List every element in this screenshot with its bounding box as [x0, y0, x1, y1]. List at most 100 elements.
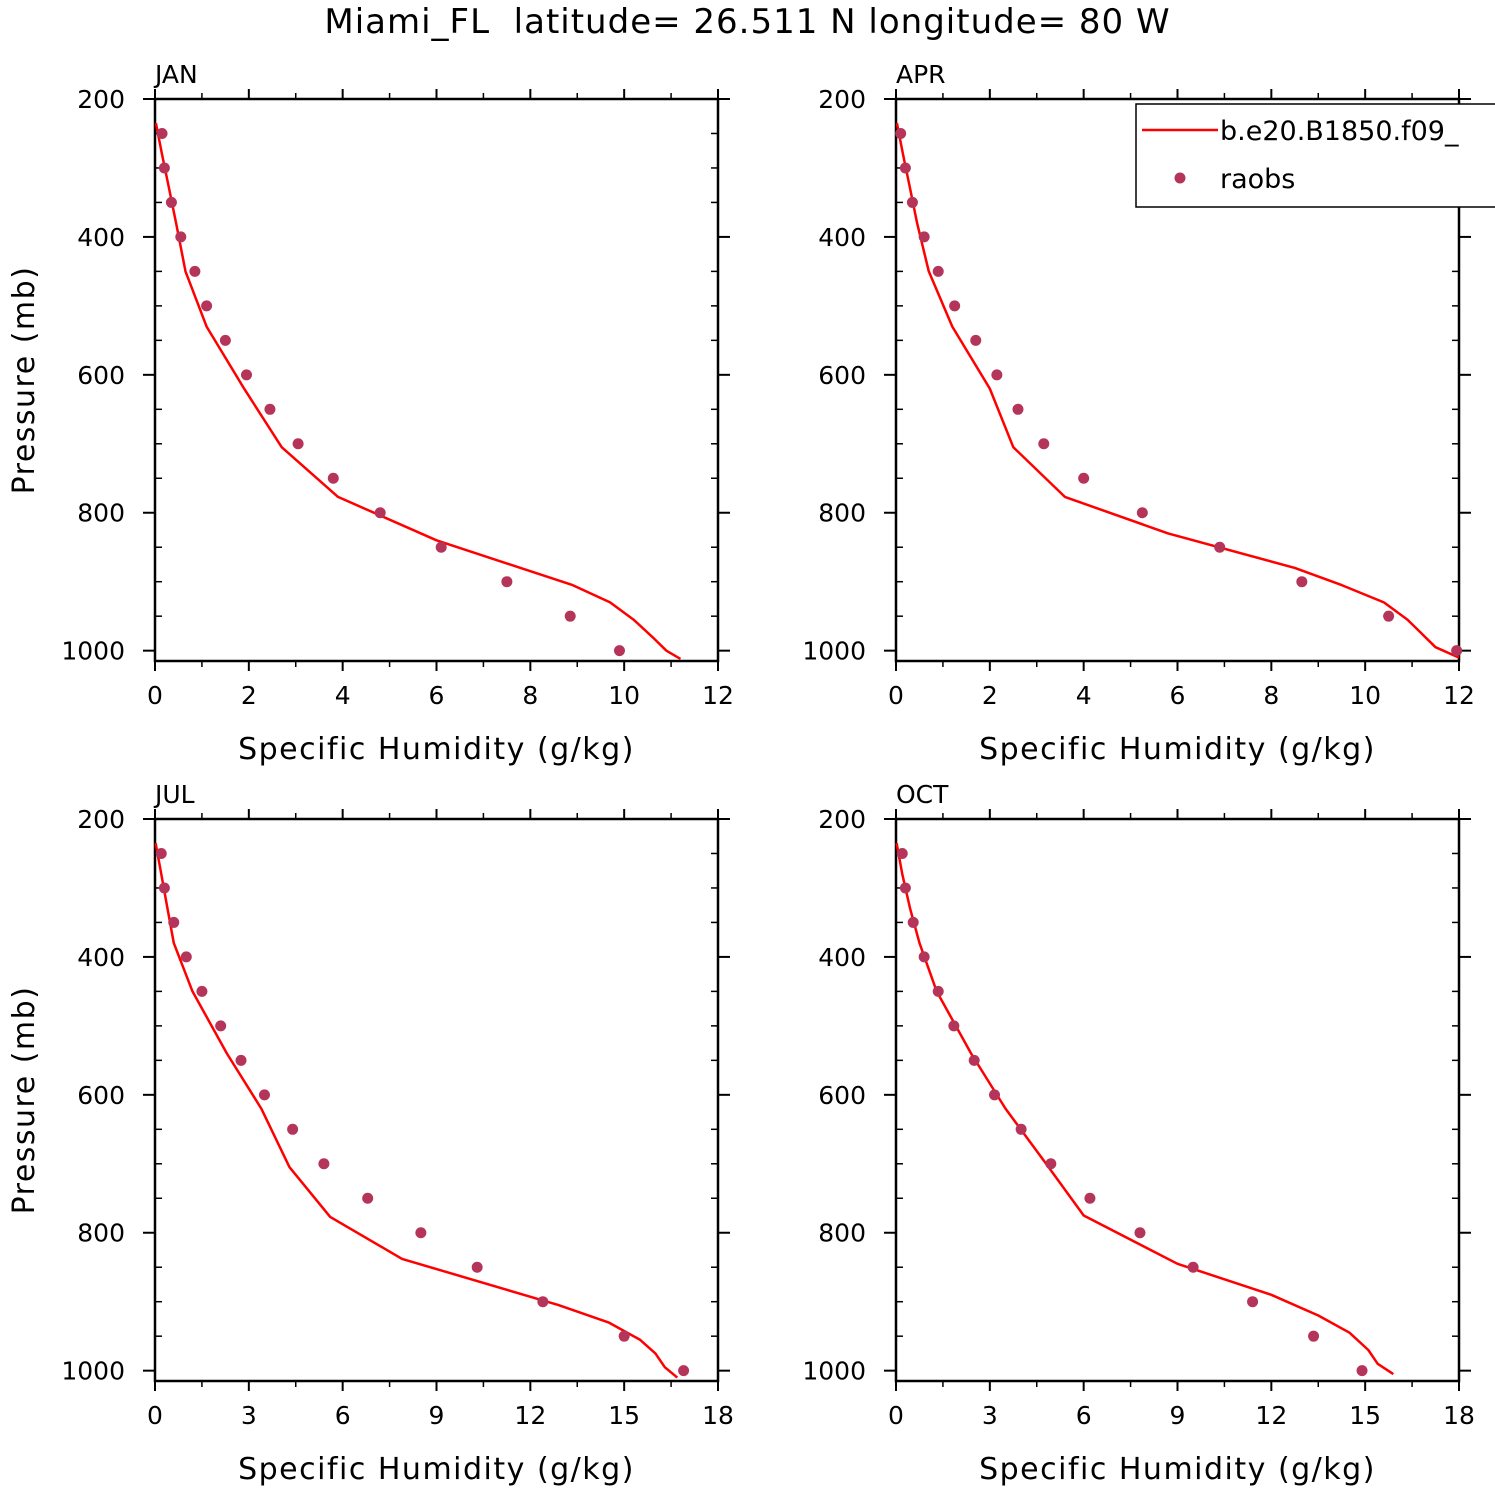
- x-axis-label: Specific Humidity (g/kg): [979, 1452, 1376, 1487]
- obs-point: [258, 1089, 270, 1101]
- plot-frame: [153, 817, 720, 1383]
- obs-point: [932, 985, 944, 997]
- obs-point: [537, 1296, 549, 1308]
- obs-point: [1308, 1330, 1320, 1342]
- obs-point: [175, 231, 187, 243]
- x-tick-label: 12: [1443, 681, 1475, 710]
- obs-point: [235, 1054, 247, 1066]
- obs-point: [1356, 1365, 1368, 1377]
- x-tick-label: 8: [1263, 681, 1279, 710]
- obs-point: [678, 1365, 690, 1377]
- y-tick-label: 800: [77, 499, 125, 528]
- obs-point: [991, 369, 1003, 381]
- y-tick-label: 1000: [61, 1357, 125, 1386]
- x-tick-label: 8: [522, 681, 538, 710]
- obs-point: [932, 265, 944, 277]
- x-tick-label: 10: [1349, 681, 1381, 710]
- y-tick-label: 600: [818, 1081, 866, 1110]
- obs-point: [1015, 1123, 1027, 1135]
- y-axis-label: Pressure (mb): [7, 986, 42, 1215]
- x-tick-label: 15: [608, 1401, 640, 1430]
- obs-point: [471, 1261, 483, 1273]
- y-tick-label: 200: [818, 805, 866, 834]
- panel-oct: OCT 0 3 6 9 12 15 18 200 400 600 800 1000 Specific Hu…: [802, 780, 1475, 1487]
- obs-point: [168, 916, 180, 928]
- obs-point: [907, 916, 919, 928]
- legend-model-label: b.e20.B1850.f09_: [1220, 116, 1459, 147]
- obs-point: [1078, 472, 1090, 484]
- obs-point: [918, 951, 930, 963]
- x-tick-label: 3: [241, 1401, 257, 1430]
- x-tick-label: 0: [888, 681, 904, 710]
- x-tick-label: 9: [1170, 1401, 1186, 1430]
- x-tick-label: 6: [1170, 681, 1186, 710]
- obs-point: [180, 951, 192, 963]
- y-tick-label: 800: [818, 1219, 866, 1248]
- obs-point: [189, 265, 201, 277]
- obs-point: [318, 1158, 330, 1170]
- obs-point: [1383, 610, 1395, 622]
- obs-point: [196, 985, 208, 997]
- obs-point: [968, 1054, 980, 1066]
- obs-point: [155, 847, 167, 859]
- obs-point: [415, 1227, 427, 1239]
- y-tick-label: 1000: [61, 637, 125, 666]
- x-tick-label: 12: [514, 1401, 546, 1430]
- x-tick-label: 12: [702, 681, 734, 710]
- obs-point: [374, 507, 386, 519]
- obs-point: [896, 847, 908, 859]
- x-tick-label: 10: [608, 681, 640, 710]
- x-tick-label: 4: [1076, 681, 1092, 710]
- obs-point: [1451, 645, 1463, 657]
- y-tick-label: 600: [818, 361, 866, 390]
- obs-point: [899, 162, 911, 174]
- y-tick-label: 200: [77, 805, 125, 834]
- obs-point: [327, 472, 339, 484]
- x-tick-label: 12: [1255, 1401, 1287, 1430]
- y-tick-label: 1000: [802, 637, 866, 666]
- obs-point: [240, 369, 252, 381]
- panel-apr: APR 0 2 4 6 8 10 12 200 400 600 800 1000 Specific Hum…: [802, 60, 1495, 767]
- x-tick-label: 6: [1076, 1401, 1092, 1430]
- x-tick-label: 9: [429, 1401, 445, 1430]
- page-title: Miami_FL latitude= 26.511 N longitude= 8…: [324, 2, 1171, 42]
- x-tick-label: 6: [429, 681, 445, 710]
- y-tick-label: 800: [77, 1219, 125, 1248]
- y-tick-label: 400: [818, 223, 866, 252]
- y-tick-label: 400: [77, 223, 125, 252]
- obs-point: [215, 1020, 227, 1032]
- obs-point: [1296, 576, 1308, 588]
- x-tick-label: 0: [888, 1401, 904, 1430]
- obs-point: [292, 438, 304, 450]
- x-tick-label: 0: [147, 681, 163, 710]
- model-line: [154, 122, 682, 660]
- x-tick-label: 18: [702, 1401, 734, 1430]
- obs-point: [970, 334, 982, 346]
- obs-point: [895, 127, 907, 139]
- legend: b.e20.B1850.f09_raobs: [1135, 103, 1495, 208]
- obs-point: [948, 1020, 960, 1032]
- obs-point: [1045, 1158, 1057, 1170]
- obs-point: [899, 882, 911, 894]
- obs-point: [362, 1192, 374, 1204]
- obs-point: [201, 300, 213, 312]
- obs-point: [564, 610, 576, 622]
- obs-point: [158, 162, 170, 174]
- obs-point: [219, 334, 231, 346]
- obs-point: [1038, 438, 1050, 450]
- legend-dot-swatch: [1174, 172, 1186, 184]
- model-line: [895, 842, 1394, 1376]
- legend-obs-label: raobs: [1220, 164, 1295, 195]
- panel-label: APR: [896, 60, 946, 89]
- y-axis-label: Pressure (mb): [7, 266, 42, 495]
- y-tick-label: 200: [818, 85, 866, 114]
- y-tick-label: 400: [818, 943, 866, 972]
- obs-point: [949, 300, 961, 312]
- y-tick-label: 1000: [802, 1357, 866, 1386]
- obs-point: [1187, 1261, 1199, 1273]
- x-tick-label: 0: [147, 1401, 163, 1430]
- y-tick-label: 800: [818, 499, 866, 528]
- panel-jul: JUL 0 3 6 9 12 15 18 200 400 600 800 1000 Specific Hu…: [7, 780, 734, 1487]
- model-line: [895, 122, 1460, 659]
